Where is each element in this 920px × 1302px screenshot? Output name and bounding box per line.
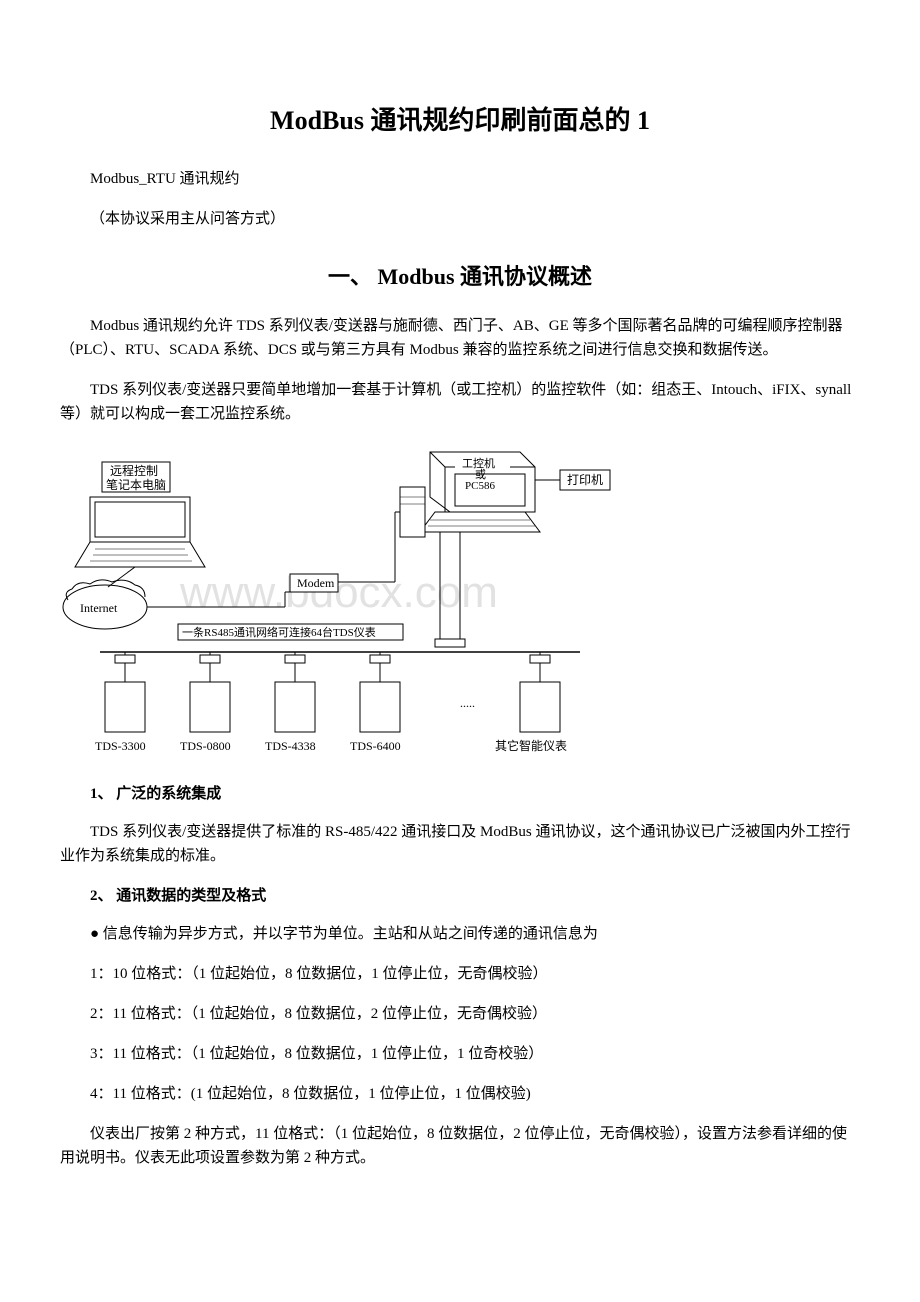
section-1-para-1: Modbus 通讯规约允许 TDS 系列仪表/变送器与施耐德、西门子、AB、GE…	[60, 314, 860, 362]
intro-line-1: Modbus_RTU 通讯规约	[60, 167, 860, 191]
device-box-1	[105, 682, 145, 732]
device-label-3: TDS-4338	[265, 739, 316, 753]
final-para: 仪表出厂按第 2 种方式，11 位格式：（1 位起始位，8 位数据位，2 位停止…	[60, 1122, 860, 1170]
remote-label-1: 远程控制	[110, 463, 158, 478]
modem-label: Modem	[297, 576, 335, 590]
intro-line-2: （本协议采用主从问答方式）	[60, 207, 860, 231]
bus-tap-3	[285, 652, 305, 682]
internet-label: Internet	[80, 601, 118, 615]
laptop-icon	[75, 497, 205, 567]
network-diagram: www.bdocx.com 远程控制 笔记本电脑 Internet Modem	[60, 442, 620, 762]
laptop-to-cloud-line	[108, 567, 135, 587]
printer-label: 打印机	[567, 473, 603, 487]
bus-tap-1	[115, 652, 135, 682]
section-1-title: 一、 Modbus 通讯协议概述	[60, 259, 860, 294]
device-box-2	[190, 682, 230, 732]
bus-tap-2	[200, 652, 220, 682]
sub-2-heading: 2、 通讯数据的类型及格式	[60, 884, 860, 908]
bus-label: 一条RS485通讯网络可连接64台TDS仪表	[182, 625, 376, 639]
device-label-other: 其它智能仪表	[495, 738, 567, 753]
bus-connector-pc	[435, 639, 465, 647]
section-1-para-2: TDS 系列仪表/变送器只要简单地增加一套基于计算机（或工控机）的监控软件（如：…	[60, 378, 860, 426]
bus-tap-5	[530, 652, 550, 682]
sub-1-heading: 1、 广泛的系统集成	[60, 782, 860, 806]
device-box-5	[520, 682, 560, 732]
sub-1-para-1: TDS 系列仪表/变送器提供了标准的 RS-485/422 通讯接口及 ModB…	[60, 820, 860, 868]
pc-label-3: PC586	[465, 480, 495, 492]
bus-tap-4	[370, 652, 390, 682]
remote-label-2: 笔记本电脑	[106, 477, 166, 492]
main-title: ModBus 通讯规约印刷前面总的 1	[60, 100, 860, 142]
format-1: 1：10 位格式：（1 位起始位，8 位数据位，1 位停止位，无奇偶校验）	[60, 962, 860, 986]
device-box-4	[360, 682, 400, 732]
device-label-2: TDS-0800	[180, 739, 231, 753]
ellipsis-dots: .....	[460, 696, 475, 710]
device-label-4: TDS-6400	[350, 739, 401, 753]
pc-label-1: 工控机	[462, 456, 495, 470]
diagram-svg: www.bdocx.com 远程控制 笔记本电脑 Internet Modem	[60, 442, 620, 762]
device-box-3	[275, 682, 315, 732]
format-3: 3：11 位格式：（1 位起始位，8 位数据位，1 位停止位，1 位奇校验）	[60, 1042, 860, 1066]
format-2: 2：11 位格式：（1 位起始位，8 位数据位，2 位停止位，无奇偶校验）	[60, 1002, 860, 1026]
device-label-1: TDS-3300	[95, 739, 146, 753]
sub-2-bullet: ● 信息传输为异步方式，并以字节为单位。主站和从站之间传递的通讯信息为	[60, 922, 860, 946]
format-4: 4：11 位格式：(1 位起始位，8 位数据位，1 位停止位，1 位偶校验)	[60, 1082, 860, 1106]
